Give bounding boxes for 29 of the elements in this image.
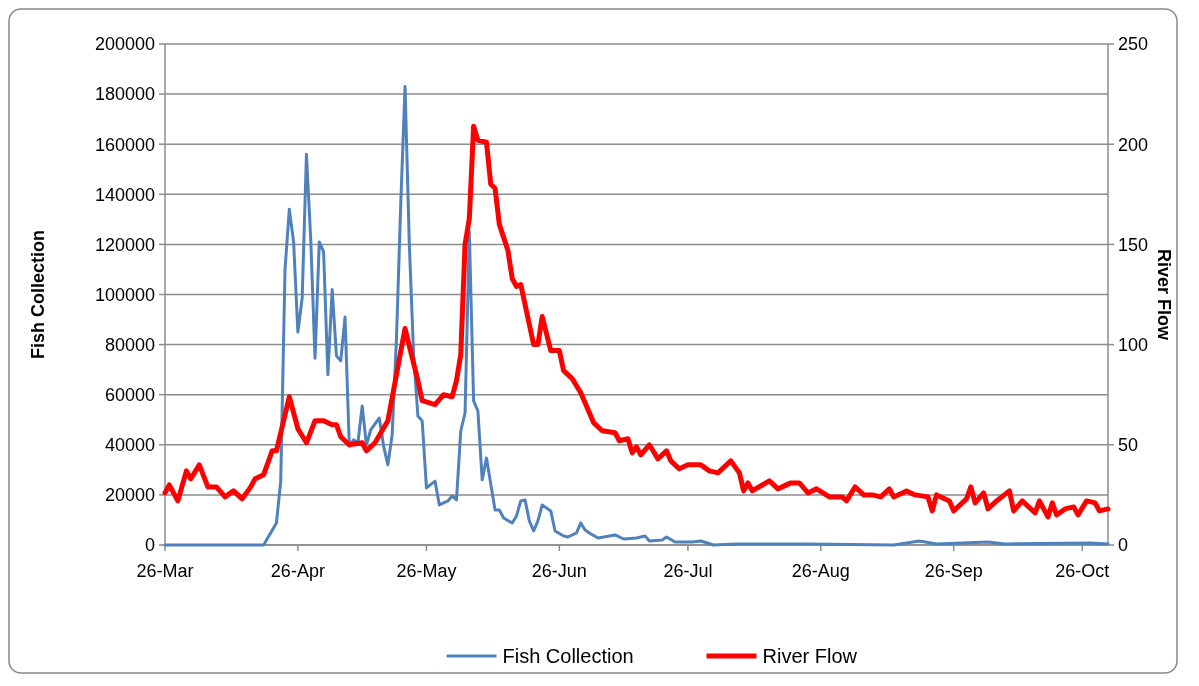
y2-tick-label: 0: [1118, 535, 1129, 556]
y2-tick-label: 200: [1118, 134, 1149, 155]
y2-tick-label: 100: [1118, 334, 1149, 355]
y-axis-title: Fish Collection: [28, 229, 48, 360]
x-tick-label: 26-May: [396, 561, 457, 582]
y-tick-label: 100000: [94, 284, 155, 305]
x-tick-label: 26-Mar: [136, 561, 194, 582]
y2-tick-label: 250: [1118, 34, 1149, 55]
x-tick-label: 26-Oct: [1055, 561, 1110, 582]
x-tick-label: 26-Jun: [531, 561, 587, 582]
y-tick-label: 0: [144, 535, 155, 556]
y-tick-label: 180000: [94, 84, 155, 105]
y-tick-label: 80000: [104, 334, 155, 355]
y2-tick-label: 150: [1118, 234, 1149, 255]
y-tick-label: 60000: [104, 385, 155, 405]
y-tick-label: 120000: [94, 234, 155, 255]
y-tick-label: 140000: [94, 184, 155, 205]
y-tick-label: 160000: [94, 134, 155, 155]
y2-axis-title: River Flow: [1154, 248, 1174, 341]
y2-tick-label: 50: [1118, 435, 1139, 456]
x-tick-label: 26-Aug: [791, 561, 850, 582]
x-tick-label: 26-Sep: [924, 561, 983, 582]
legend-label: Fish Collection: [502, 645, 634, 667]
legend-label: River Flow: [762, 645, 858, 667]
y-tick-label: 20000: [104, 485, 155, 506]
x-tick-label: 26-Apr: [270, 561, 325, 582]
x-tick-label: 26-Jul: [663, 561, 713, 582]
y-tick-label: 40000: [104, 435, 155, 456]
y-tick-label: 200000: [94, 34, 155, 55]
